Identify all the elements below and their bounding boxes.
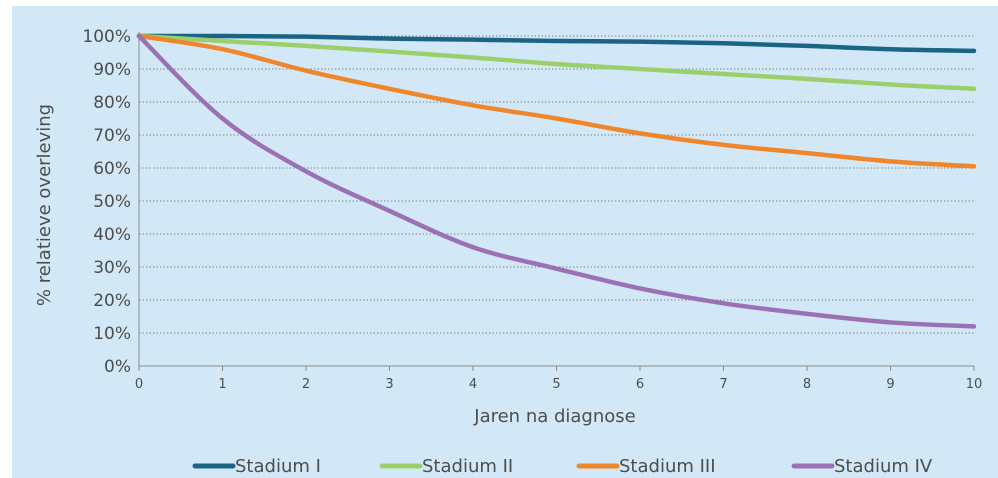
- x-tick-label: 0: [135, 377, 143, 392]
- x-axis-title: Jaren na diagnose: [473, 406, 635, 427]
- legend-label: Stadium III: [619, 456, 716, 477]
- x-tick-label: 4: [469, 377, 477, 392]
- y-tick-label: 0%: [104, 357, 131, 377]
- x-tick-label: 6: [636, 377, 644, 392]
- legend-label: Stadium IV: [834, 456, 933, 477]
- legend-label: Stadium I: [235, 456, 321, 477]
- x-axis-ticks: 0 1 2 3 4 5 6 7 8 9 10: [135, 366, 982, 392]
- legend-label: Stadium II: [422, 456, 513, 477]
- legend-item-stadium-i: Stadium I: [192, 456, 321, 477]
- legend-item-stadium-iii: Stadium III: [576, 456, 716, 477]
- y-tick-label: 60%: [93, 159, 131, 179]
- series-line-stadium-iv: [136, 33, 977, 329]
- legend-item-stadium-ii: Stadium II: [379, 456, 513, 477]
- x-tick-label: 1: [218, 377, 226, 392]
- y-axis-title: % relatieve overleving: [34, 104, 55, 306]
- y-tick-label: 20%: [93, 291, 131, 311]
- x-tick-label: 7: [719, 377, 727, 392]
- y-tick-label: 80%: [93, 93, 131, 113]
- series-line-stadium-iii: [136, 33, 977, 169]
- y-tick-label: 50%: [93, 192, 131, 212]
- y-tick-label: 30%: [93, 258, 131, 278]
- y-axis-ticks: 0% 10% 20% 30% 40% 50% 60% 70% 80% 90% 100%: [82, 27, 131, 377]
- y-tick-label: 100%: [82, 27, 131, 47]
- survival-line-chart: 0% 10% 20% 30% 40% 50% 60% 70% 80% 90% 100% 0 1 2 3 4 5…: [34, 27, 982, 477]
- y-tick-label: 40%: [93, 225, 131, 245]
- x-tick-label: 10: [966, 377, 983, 392]
- chart-panel: 0% 10% 20% 30% 40% 50% 60% 70% 80% 90% 100% 0 1 2 3 4 5…: [12, 6, 998, 478]
- series-line-stadium-i: [136, 33, 977, 54]
- series-lines: [136, 33, 977, 329]
- x-tick-label: 9: [886, 377, 894, 392]
- x-tick-label: 2: [302, 377, 310, 392]
- x-tick-label: 8: [803, 377, 811, 392]
- x-tick-label: 3: [385, 377, 393, 392]
- legend: Stadium I Stadium II Stadium III Stadium IV: [192, 456, 933, 477]
- y-tick-label: 90%: [93, 60, 131, 80]
- y-tick-label: 70%: [93, 126, 131, 146]
- y-tick-label: 10%: [93, 324, 131, 344]
- series-line-stadium-ii: [136, 33, 977, 92]
- legend-item-stadium-iv: Stadium IV: [791, 456, 933, 477]
- x-tick-label: 5: [552, 377, 560, 392]
